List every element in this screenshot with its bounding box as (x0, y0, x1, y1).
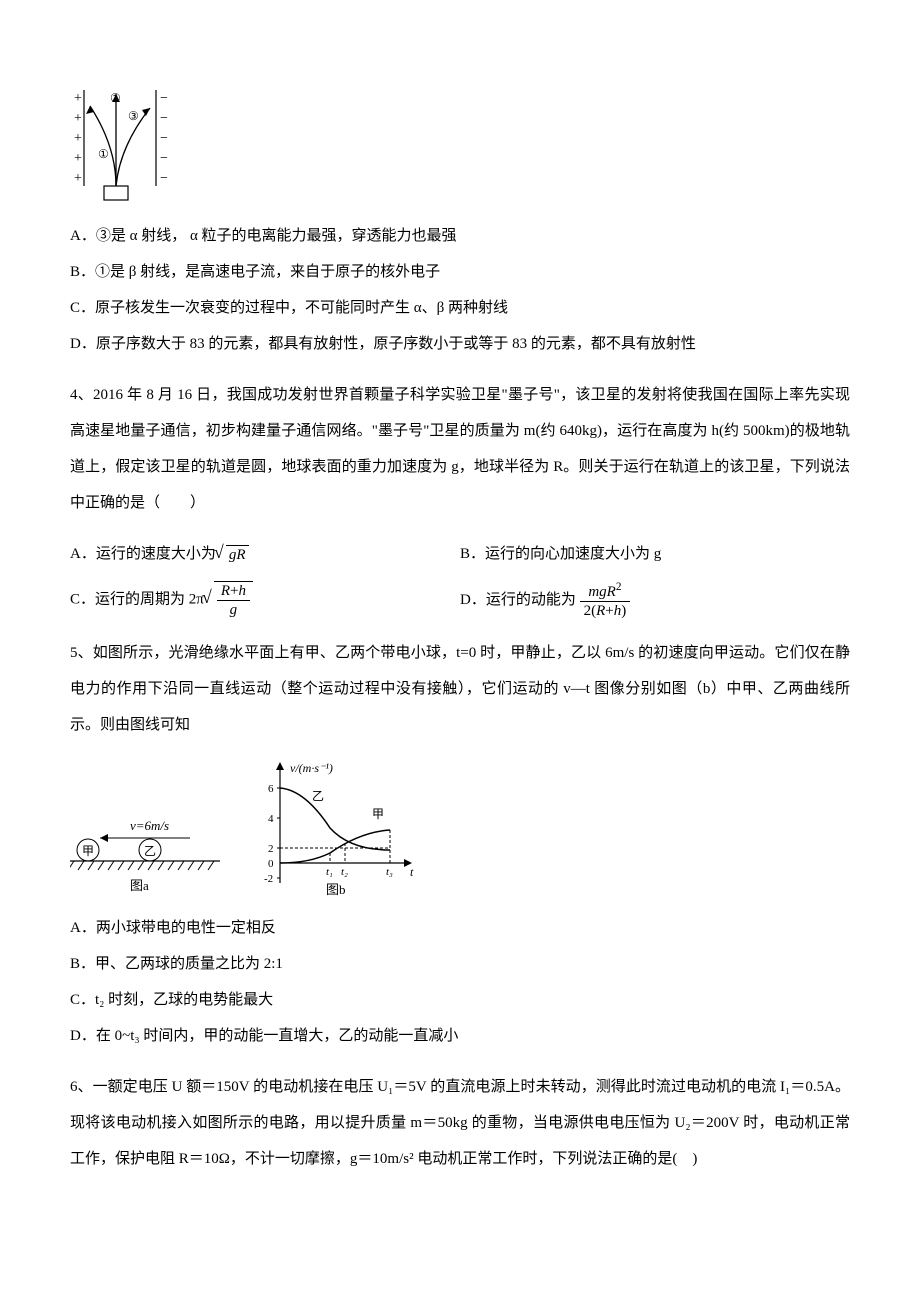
svg-text:t₃: t₃ (386, 866, 393, 878)
q3-opt-c: C．原子核发生一次衰变的过程中，不可能同时产生 α、β 两种射线 (70, 290, 850, 326)
q5-opt-b: B．甲、乙两球的质量之比为 2:1 (70, 946, 850, 982)
svg-text:t₁: t₁ (326, 866, 333, 878)
q3-opt-a: A．③是 α 射线， α 粒子的电离能力最强，穿透能力也最强 (70, 218, 850, 254)
svg-text:图a: 图a (130, 878, 149, 893)
q4-opt-c: C．运行的周期为 2πR+hg (70, 581, 460, 620)
q3-opt-b: B．①是 β 射线，是高速电子流，来自于原子的核外电子 (70, 254, 850, 290)
svg-text:−: − (160, 131, 168, 146)
svg-text:−: − (160, 171, 168, 186)
svg-text:t: t (410, 865, 414, 879)
svg-text:乙: 乙 (144, 844, 156, 858)
q5-figure: v=6m/s 甲 乙 图a v/(m·s⁻¹) t -2 0 2 4 6 t₁ … (70, 758, 850, 898)
q5-opt-a: A．两小球带电的电性一定相反 (70, 910, 850, 946)
q5-stem: 5、如图所示，光滑绝缘水平面上有甲、乙两个带电小球，t=0 时，甲静止，乙以 6… (70, 635, 850, 743)
q3-figure: + + + + + − − − − − ① ② ③ (70, 86, 850, 206)
q5-opt-c: C．t₂ 时刻，乙球的电势能最大 (70, 982, 850, 1018)
q4-opt-b: B．运行的向心加速度大小为 g (460, 536, 850, 573)
svg-text:+: + (74, 131, 82, 146)
q4-opt-a: A．运行的速度大小为gR (70, 536, 460, 573)
svg-text:③: ③ (128, 109, 139, 123)
svg-text:v=6m/s: v=6m/s (130, 818, 169, 833)
q3-opt-d: D．原子序数大于 83 的元素，都具有放射性，原子序数小于或等于 83 的元素，… (70, 326, 850, 362)
svg-text:图b: 图b (326, 882, 346, 897)
svg-text:①: ① (98, 147, 109, 161)
svg-text:+: + (74, 151, 82, 166)
svg-text:−: − (160, 91, 168, 106)
svg-text:v/(m·s⁻¹): v/(m·s⁻¹) (290, 761, 333, 775)
q4-stem: 4、2016 年 8 月 16 日，我国成功发射世界首颗量子科学实验卫星"墨子号… (70, 377, 850, 521)
svg-text:甲: 甲 (82, 844, 94, 858)
q6-stem: 6、一额定电压 U 额＝150V 的电动机接在电压 U₁＝5V 的直流电源上时未… (70, 1069, 850, 1177)
svg-text:甲: 甲 (372, 807, 384, 821)
svg-text:-2: -2 (264, 873, 273, 885)
svg-text:−: − (160, 151, 168, 166)
svg-text:4: 4 (268, 813, 274, 825)
svg-text:+: + (74, 171, 82, 186)
q4-opt-d: D．运行的动能为 mgR22(R+h) (460, 581, 850, 620)
svg-text:+: + (74, 91, 82, 106)
svg-text:6: 6 (268, 783, 274, 795)
q5-opt-d: D．在 0~t₃ 时间内，甲的动能一直增大，乙的动能一直减小 (70, 1018, 850, 1054)
svg-text:0: 0 (268, 858, 274, 870)
svg-text:乙: 乙 (312, 789, 324, 803)
svg-text:2: 2 (268, 843, 274, 855)
svg-text:+: + (74, 111, 82, 126)
svg-text:t₂: t₂ (341, 866, 348, 878)
svg-text:−: − (160, 111, 168, 126)
